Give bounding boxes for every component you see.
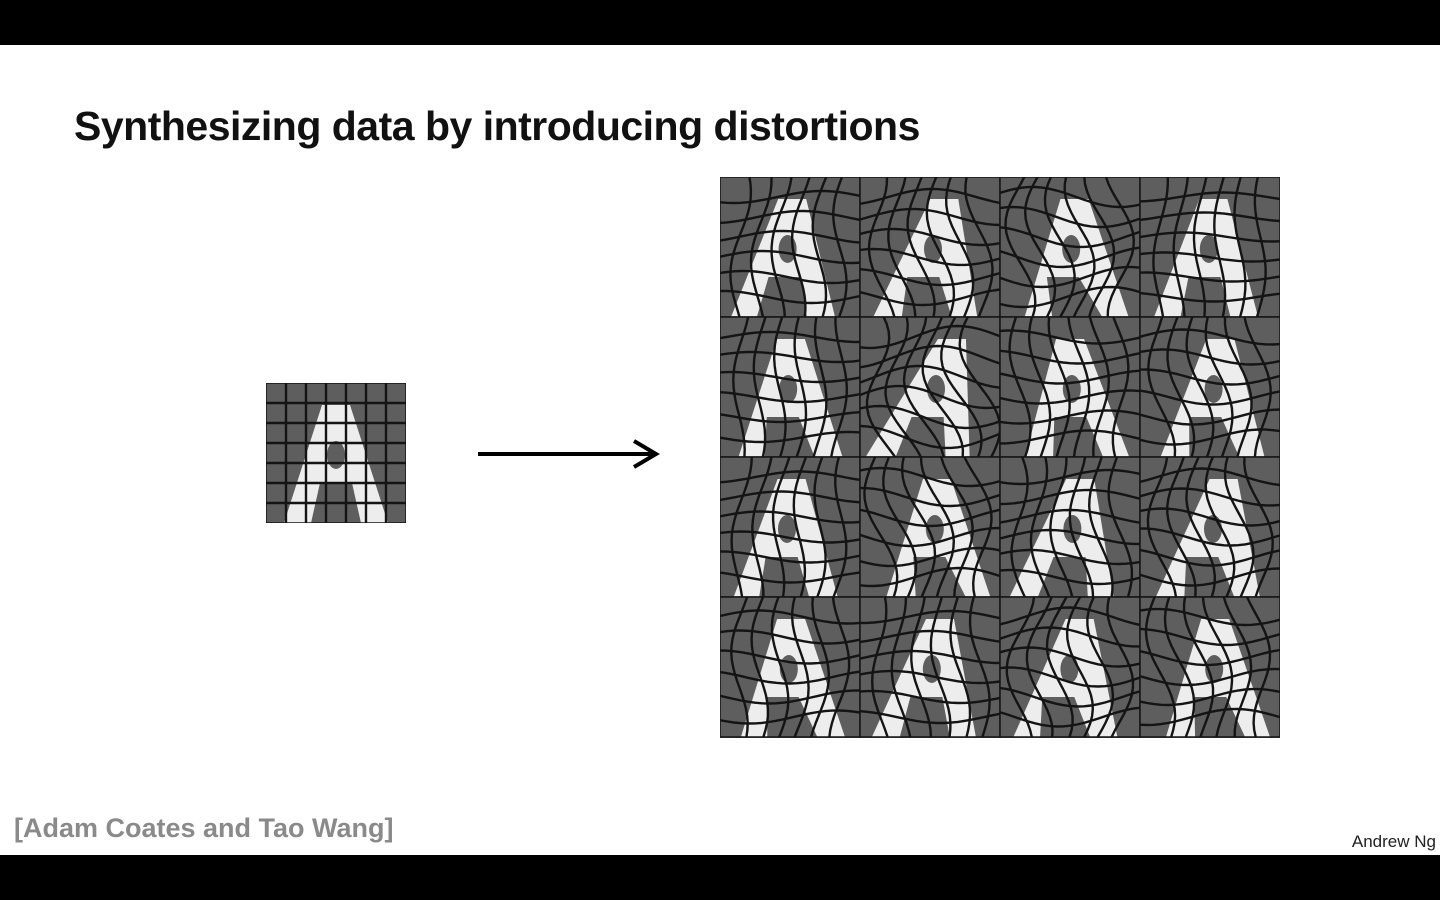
distorted-tile (999, 596, 1141, 738)
transform-arrow (478, 436, 662, 472)
distorted-examples-grid (720, 177, 1280, 738)
distorted-tile (999, 316, 1141, 458)
distorted-tile (859, 316, 1001, 458)
distorted-tile (859, 456, 1001, 598)
citation: [Adam Coates and Tao Wang] (14, 813, 394, 843)
original-tile (266, 383, 406, 523)
distorted-tile (1139, 316, 1280, 458)
distorted-tile (720, 316, 861, 458)
distorted-tile (1139, 177, 1280, 318)
distorted-tile (859, 596, 1001, 738)
distorted-tile (720, 177, 861, 318)
distorted-tile (999, 456, 1141, 598)
distorted-tile (859, 177, 1001, 318)
slide: Synthesizing data by introducing distort… (0, 45, 1440, 855)
distorted-tile (1139, 456, 1280, 598)
distorted-tile (720, 456, 861, 598)
author-credit: Andrew Ng (1351, 832, 1436, 851)
distorted-tile (1139, 596, 1280, 738)
distorted-tile (999, 177, 1141, 318)
letterbox-bottom (0, 855, 1440, 900)
letterbox-top (0, 0, 1440, 45)
distorted-tile (720, 596, 861, 738)
original-letter-image (266, 383, 406, 523)
slide-title: Synthesizing data by introducing distort… (74, 103, 920, 149)
